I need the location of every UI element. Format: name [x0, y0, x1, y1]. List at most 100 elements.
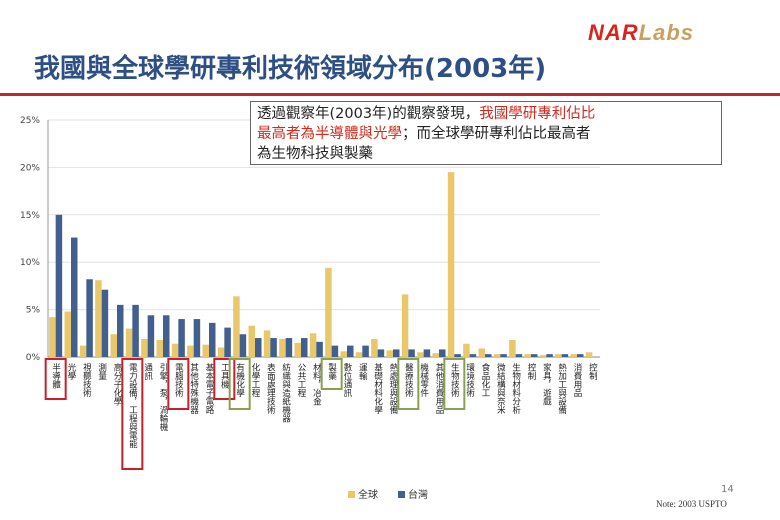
bar-global [325, 267, 332, 357]
bar-taiwan [577, 354, 584, 357]
callout-line-2: 最高者為半導體與光學；而全球學研專利佔比最高者 [257, 124, 715, 144]
y-tick-label: 10% [20, 258, 40, 268]
bar-taiwan [255, 338, 262, 357]
x-tick-label: 食品化工 [480, 362, 490, 397]
highlight-box-green [443, 358, 466, 410]
x-tick-label: 引擎，泵，渦輪機 [158, 363, 168, 432]
x-tick-label: 化學工程 [250, 362, 260, 398]
x-tick-label: 熱加工與設備 [557, 362, 567, 415]
highlight-box-red [44, 358, 67, 400]
bar-taiwan [163, 315, 170, 357]
bar-taiwan [347, 345, 354, 357]
x-tick-label: 視聽技術 [81, 362, 91, 398]
bar-global [217, 347, 225, 357]
highlight-box-green [397, 358, 420, 410]
x-tick-label: 運輸 [357, 363, 367, 381]
bar-global [371, 338, 378, 357]
callout-highlight: 我國學研專利佔比 [479, 106, 596, 122]
bar-global [524, 354, 531, 357]
bar-global [156, 339, 163, 357]
bar-taiwan [55, 214, 63, 357]
bar-global [355, 352, 363, 357]
bar-taiwan [301, 338, 308, 357]
bar-taiwan [377, 349, 385, 357]
bar-global [493, 354, 501, 357]
bar-taiwan [439, 349, 446, 357]
x-tick-label: 環境技術 [465, 363, 475, 398]
x-tick-label: 醫療技術 [403, 363, 413, 398]
highlight-box-red [213, 358, 236, 400]
bar-global [187, 345, 194, 357]
bar-global [125, 328, 133, 357]
bar-taiwan [132, 304, 139, 357]
highlight-box-green [320, 358, 343, 390]
x-tick-label: 家具，遊戲 [541, 362, 551, 406]
bar-taiwan [147, 315, 155, 357]
y-tick-label: 15% [20, 211, 40, 221]
narlabs-logo: NARLabs [588, 20, 694, 46]
bar-global [263, 330, 271, 357]
bar-global [463, 343, 470, 357]
bar-taiwan [285, 338, 293, 357]
bar-global [309, 333, 317, 357]
bar-taiwan [71, 237, 78, 357]
page-title: 我國與全球學研專利技術領域分布(2003年) [34, 54, 547, 84]
x-tick-label: 半導體 [51, 362, 61, 389]
bar-taiwan [485, 354, 492, 357]
bar-taiwan [239, 334, 247, 357]
highlight-box-red [121, 358, 144, 470]
x-tick-label: 消費用品 [572, 362, 582, 398]
bar-global [141, 338, 148, 357]
x-tick-label: 基礎材料化學 [373, 362, 383, 415]
legend-label: 全球 [358, 488, 378, 501]
bar-global [401, 294, 409, 357]
x-tick-label: 高分子化學 [112, 362, 122, 406]
bar-global [202, 344, 209, 357]
y-tick-label: 0% [26, 353, 41, 363]
bar-global [248, 325, 255, 357]
bar-global [570, 354, 577, 357]
bar-taiwan [561, 354, 569, 357]
x-tick-label: 表面處理技術 [265, 362, 275, 415]
x-tick-label: 電腦技術 [173, 363, 183, 398]
callout-text: 為生物科技與製藥 [257, 146, 373, 162]
bar-global [279, 338, 286, 357]
bar-global [294, 342, 301, 357]
bar-taiwan [270, 338, 277, 357]
logo-part2: Labs [638, 20, 695, 45]
legend-label: 台灣 [408, 488, 428, 501]
bar-global [386, 350, 393, 357]
bar-taiwan [101, 289, 109, 357]
x-tick-label: 基本電子電路 [204, 362, 214, 415]
title-divider [0, 93, 780, 96]
bar-taiwan [531, 354, 538, 357]
highlight-box-green [228, 358, 251, 410]
bar-taiwan [515, 354, 523, 357]
bar-taiwan [178, 319, 185, 357]
bar-taiwan [193, 319, 201, 357]
x-tick-label: 數位通訊 [342, 362, 352, 398]
highlight-box-red [167, 358, 190, 410]
x-tick-label: 測量 [97, 362, 107, 380]
x-tick-label: 生物材料分析 [511, 362, 521, 415]
bar-global [432, 353, 439, 357]
bar-taiwan [362, 345, 369, 357]
bar-global [555, 354, 562, 357]
bar-global [340, 351, 347, 357]
bar-global [539, 355, 547, 357]
x-tick-label: 通訊 [143, 362, 153, 381]
callout-line-1: 透過觀察年(2003年)的觀察發現，我國學研專利佔比 [257, 104, 715, 124]
footnote: Note: 2003 USPTO [656, 499, 727, 509]
y-tick-label: 25% [20, 116, 40, 126]
callout-line-3: 為生物科技與製藥 [257, 144, 715, 164]
bar-global [447, 172, 455, 357]
bar-global [417, 352, 424, 357]
bar-taiwan [316, 341, 323, 357]
bar-taiwan [500, 354, 507, 357]
bar-global [64, 311, 71, 357]
logo-part1: NAR [588, 20, 639, 45]
x-tick-label: 公共工程 [296, 363, 306, 398]
bar-taiwan [423, 349, 431, 357]
bar-taiwan [408, 349, 415, 357]
